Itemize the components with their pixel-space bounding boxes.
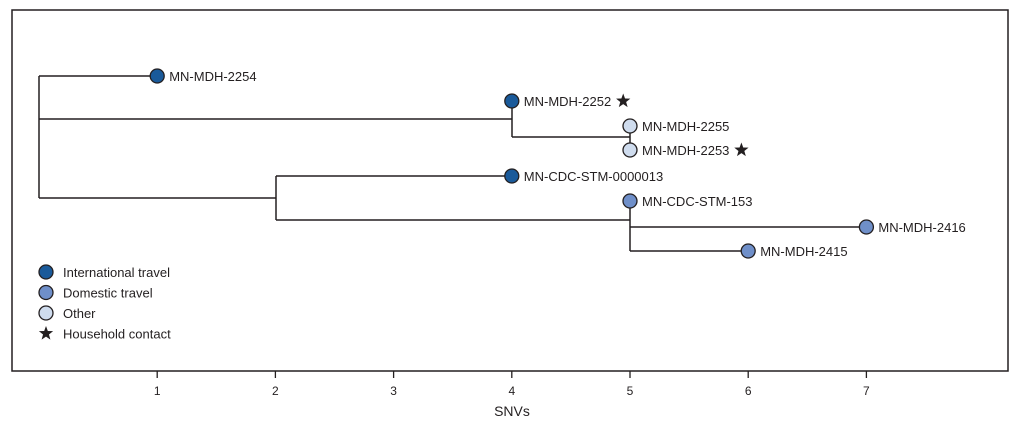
tip-node-mn-mdh-2254 (149, 68, 165, 84)
tip-node-mn-cdc-stm-153 (622, 193, 638, 209)
tree-branches (38, 75, 866, 252)
legend-label-domestic-travel: Domestic travel (63, 286, 153, 301)
x-axis-title: SNVs (494, 403, 530, 419)
tip-node-mn-mdh-2255 (622, 118, 638, 134)
household-contact-star-icon (616, 93, 631, 108)
legend-swatch-domestic-travel (38, 284, 54, 301)
x-axis: 1 2 3 4 5 6 7 (154, 371, 870, 398)
tip-label-mn-mdh-2255: MN-MDH-2255 (642, 119, 729, 134)
x-tick-label-3: 3 (390, 384, 397, 398)
legend: International travel Domestic travel Other… (38, 264, 171, 342)
legend-label-international-travel: International travel (63, 265, 170, 280)
x-tick-label-6: 6 (745, 384, 752, 398)
x-tick-label-7: 7 (863, 384, 870, 398)
legend-label-household-contact: Household contact (63, 327, 171, 342)
household-contact-star-icon (734, 142, 749, 157)
tip-node-mn-mdh-2416 (858, 219, 875, 235)
x-tick-label-1: 1 (154, 384, 161, 398)
legend-star-icon (38, 326, 54, 340)
legend-swatch-international-travel (38, 264, 54, 280)
tip-node-mn-mdh-2415 (740, 243, 756, 259)
tip-node-mn-mdh-2253 (622, 142, 638, 158)
tip-node-mn-cdc-stm-0000013 (504, 168, 520, 184)
x-tick-label-4: 4 (508, 384, 515, 398)
legend-label-other: Other (63, 306, 96, 321)
plot-frame (11, 9, 1009, 372)
tip-label-mn-mdh-2415: MN-MDH-2415 (760, 244, 847, 259)
tip-label-mn-cdc-stm-153: MN-CDC-STM-153 (642, 194, 753, 209)
tip-label-mn-mdh-2252: MN-MDH-2252 (524, 94, 611, 109)
tip-label-mn-cdc-stm-0000013: MN-CDC-STM-0000013 (524, 169, 663, 184)
tip-label-mn-mdh-2416: MN-MDH-2416 (878, 220, 965, 235)
tree-tips: MN-MDH-2254 MN-MDH-2252 MN-MDH-2255 MN-MDH-… (149, 68, 966, 259)
tip-label-mn-mdh-2254: MN-MDH-2254 (169, 69, 256, 84)
tip-node-mn-mdh-2252 (504, 93, 520, 109)
x-tick-label-5: 5 (627, 384, 634, 398)
tip-label-mn-mdh-2253: MN-MDH-2253 (642, 143, 729, 158)
legend-swatch-other (38, 305, 54, 321)
x-tick-label-2: 2 (272, 384, 279, 398)
